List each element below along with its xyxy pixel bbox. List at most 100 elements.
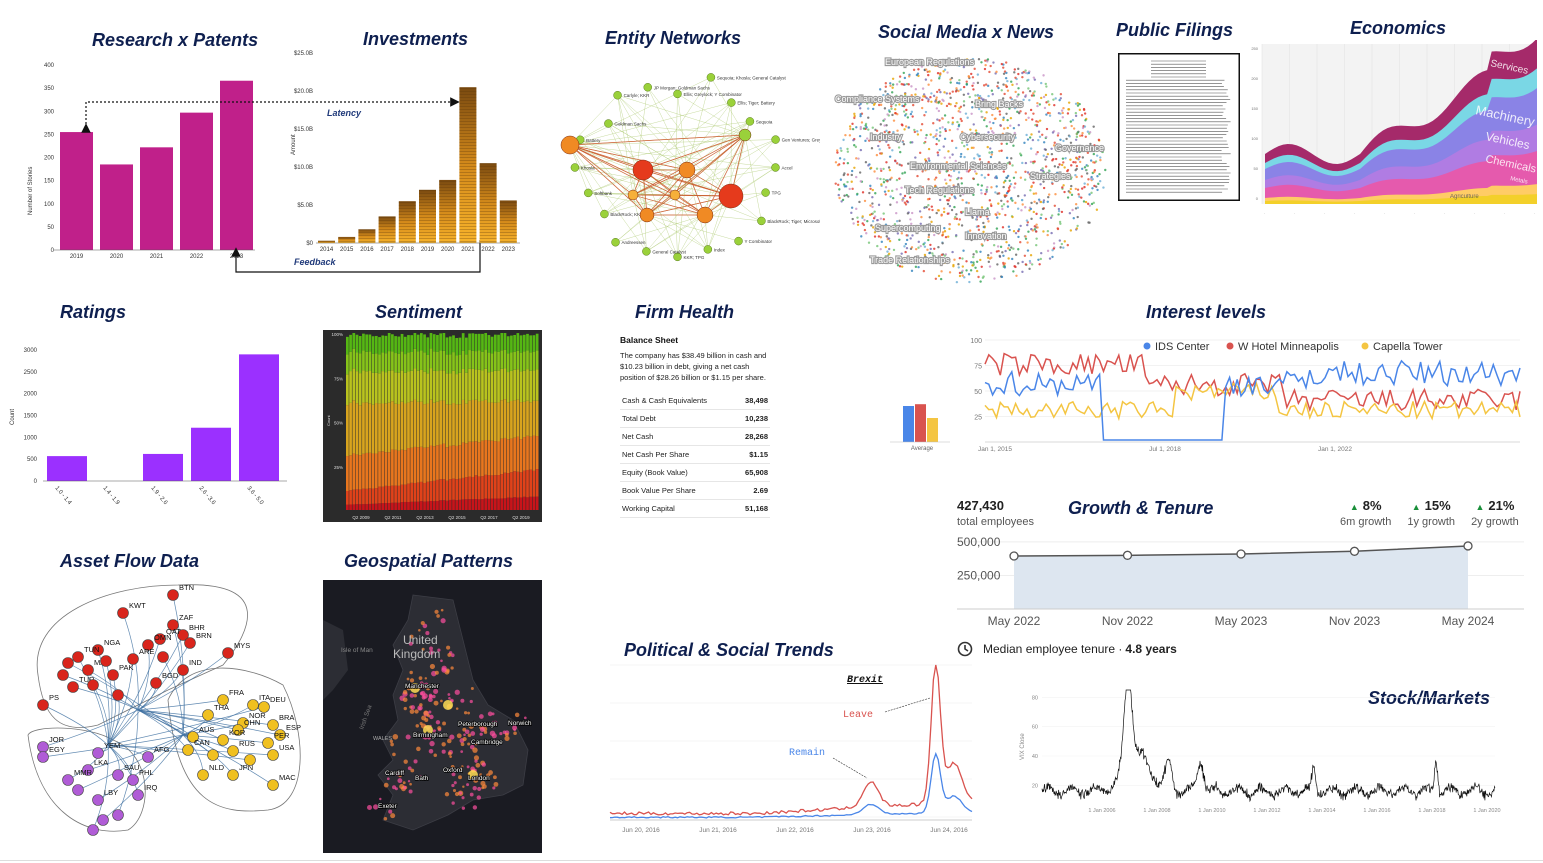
social-point	[959, 210, 963, 214]
sentiment-band	[493, 370, 497, 403]
social-point	[976, 100, 980, 104]
sentiment-band	[419, 446, 423, 482]
social-point	[940, 253, 944, 257]
sentiment-band	[465, 443, 468, 478]
entity-edge	[615, 214, 706, 243]
social-point	[950, 193, 954, 196]
social-point	[904, 203, 908, 206]
geo-hotspot	[440, 659, 443, 663]
social-point	[989, 155, 993, 159]
social-point	[1030, 94, 1034, 97]
social-point	[871, 212, 875, 215]
social-point	[911, 103, 915, 107]
social-point	[989, 127, 993, 130]
social-point	[937, 209, 941, 212]
social-point	[862, 127, 866, 130]
social-point	[1048, 175, 1052, 178]
geo-hotspot	[451, 772, 456, 777]
stock-xtick: 1 Jan 2010	[1198, 808, 1225, 814]
social-point	[898, 177, 901, 180]
geo-city-label: Peterborough	[458, 721, 498, 728]
social-point	[935, 96, 938, 99]
geo-hotspot	[450, 765, 455, 769]
entity-edge	[574, 167, 688, 171]
entity-edge	[574, 167, 732, 197]
social-point	[920, 215, 923, 219]
social-point	[886, 93, 889, 96]
sentiment-band	[506, 473, 510, 498]
growth-total: 427,430 total employees	[957, 498, 1034, 528]
sentiment-band	[516, 369, 520, 400]
social-point	[903, 92, 907, 96]
social-point	[891, 83, 895, 86]
sentiment-band	[378, 337, 381, 355]
social-point	[941, 242, 944, 245]
economics-ytick: 250	[1251, 46, 1258, 51]
social-point	[1074, 187, 1077, 191]
sentiment-band	[358, 455, 362, 490]
social-point	[859, 148, 863, 152]
social-point	[903, 245, 906, 248]
sentiment-band	[413, 482, 417, 502]
social-point	[843, 185, 847, 188]
social-point	[1026, 241, 1029, 244]
social-point	[880, 169, 883, 173]
asset-node	[197, 769, 209, 781]
social-point	[942, 186, 946, 189]
sentiment-band	[519, 497, 523, 510]
social-point	[923, 141, 926, 145]
sentiment-band	[349, 455, 352, 491]
social-point	[1001, 226, 1005, 229]
social-point	[964, 112, 968, 115]
social-point	[933, 233, 936, 237]
social-point	[1004, 179, 1007, 183]
social-point	[947, 102, 951, 106]
sentiment-band	[413, 399, 417, 447]
sentiment-band	[526, 497, 529, 510]
sentiment-band	[394, 502, 397, 510]
sentiment-band	[484, 368, 488, 400]
social-point	[986, 185, 989, 189]
sentiment-band	[410, 352, 414, 371]
sentiment-band	[397, 404, 401, 451]
social-point	[1030, 184, 1034, 188]
social-point	[1072, 127, 1076, 130]
sentiment-band	[526, 333, 529, 351]
geo-city-label: Oxford	[443, 767, 463, 774]
social-point	[898, 163, 901, 166]
social-point	[965, 170, 969, 173]
social-point	[982, 84, 986, 87]
sentiment-band	[362, 504, 365, 510]
geo-hotspot	[458, 791, 463, 795]
social-point	[1024, 235, 1027, 238]
sentiment-band	[503, 333, 507, 350]
social-point	[980, 243, 983, 246]
social-point	[972, 146, 975, 150]
social-point	[1082, 107, 1086, 111]
social-point	[1045, 155, 1048, 159]
social-point	[1017, 93, 1020, 96]
social-point	[985, 125, 988, 128]
sentiment-band	[381, 503, 385, 510]
geo-hotspot	[421, 647, 425, 651]
sentiment-band	[468, 499, 471, 510]
geo-hotspot	[467, 711, 471, 715]
social-point	[918, 96, 922, 99]
social-point	[1087, 132, 1091, 135]
social-point	[926, 248, 929, 252]
sentiment-band	[358, 489, 362, 505]
social-point	[1040, 251, 1043, 255]
sentiment-band	[371, 503, 375, 510]
social-point	[1052, 144, 1056, 147]
social-point	[1078, 155, 1081, 159]
social-point	[977, 155, 981, 158]
social-point	[917, 240, 920, 244]
social-point	[837, 183, 840, 187]
social-point	[957, 223, 961, 226]
social-point	[911, 141, 914, 144]
geo-hotspot	[491, 721, 496, 726]
sentiment-band	[391, 351, 394, 371]
social-point	[1059, 148, 1062, 151]
entity-edge	[608, 123, 648, 216]
social-point	[880, 240, 884, 244]
